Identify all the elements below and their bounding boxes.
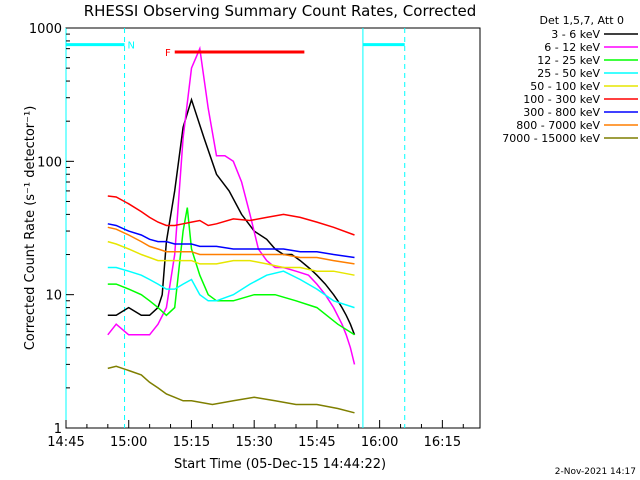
series-line-9 xyxy=(107,365,355,414)
series-line-2 xyxy=(107,45,356,365)
series-line-6 xyxy=(107,195,355,236)
x-tick-label-6: 16:00 xyxy=(361,435,398,450)
x-tick-label-5: 15:45 xyxy=(298,435,335,450)
legend-label-4: 25 - 50 keV xyxy=(537,67,600,80)
x-axis-label: Start Time (05-Dec-15 14:44:22) xyxy=(174,457,386,472)
interval-annotations: NF xyxy=(66,41,405,59)
y-axis-ticks: 1 10 100 1000 xyxy=(29,22,74,437)
x-tick-label-4: 15:30 xyxy=(235,435,272,450)
x-axis-ticks: 14:45 15:00 15:15 15:30 15:45 16:00 16:15 xyxy=(47,420,464,450)
series-line-7 xyxy=(107,223,355,259)
plot-frame xyxy=(65,27,481,429)
vertical-markers xyxy=(65,28,406,428)
legend-label-2: 6 - 12 keV xyxy=(544,41,600,54)
y-axis-label: Corrected Count Rate (s⁻¹ detector⁻¹) xyxy=(23,106,38,351)
legend-label-6: 100 - 300 keV xyxy=(523,93,600,106)
series-line-8 xyxy=(107,226,355,265)
x-tick-label-7: 16:15 xyxy=(424,435,461,450)
series-line-4 xyxy=(107,266,355,309)
legend-label-5: 50 - 100 keV xyxy=(530,80,600,93)
series-lines xyxy=(107,45,356,414)
y-tick-label-2: 10 xyxy=(45,289,62,304)
legend-label-7: 300 - 800 keV xyxy=(523,106,600,119)
x-tick-label-2: 15:00 xyxy=(110,435,147,450)
legend-label-9: 7000 - 15000 keV xyxy=(502,132,600,145)
legend-label-3: 12 - 25 keV xyxy=(537,54,600,67)
x-tick-label-3: 15:15 xyxy=(173,435,210,450)
annotation-label-1: N xyxy=(128,41,135,52)
series-line-1 xyxy=(107,97,356,336)
series-line-5 xyxy=(107,240,355,276)
legend-label-8: 800 - 7000 keV xyxy=(516,119,600,132)
plot-area xyxy=(65,27,481,429)
footer-timestamp: 2-Nov-2021 14:17 xyxy=(555,467,636,477)
chart-title: RHESSI Observing Summary Count Rates, Co… xyxy=(84,2,477,20)
y-tick-label-1: 1 xyxy=(54,422,62,437)
annotation-label-3: F xyxy=(165,48,171,59)
y-tick-label-3: 100 xyxy=(37,155,62,170)
y-tick-label-4: 1000 xyxy=(29,22,62,37)
legend-header: Det 1,5,7, Att 0 xyxy=(540,14,624,27)
legend-label-1: 3 - 6 keV xyxy=(551,28,600,41)
x-tick-label-1: 14:45 xyxy=(47,435,84,450)
series-line-3 xyxy=(107,207,355,336)
